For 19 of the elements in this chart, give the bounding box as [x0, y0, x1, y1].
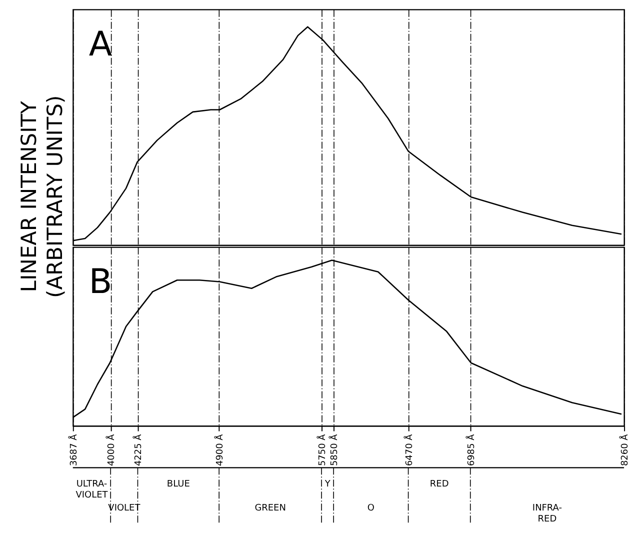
x-tick-label: 4000 Å [105, 433, 118, 466]
text: Y [324, 480, 331, 490]
x-tick-label: 3687 Å [67, 433, 80, 466]
x-tick-label: 4225 Å [132, 433, 144, 466]
x-tick-label: 6985 Å [464, 433, 477, 466]
text: ULTRA-VIOLET [76, 480, 108, 501]
x-tick-label: 5750 Å [316, 433, 328, 466]
text: RED [430, 480, 449, 490]
annotation: B [88, 262, 112, 302]
text: GREEN [254, 504, 286, 514]
x-tick-label: 5850 Å [328, 433, 340, 466]
text: BLUE [166, 480, 190, 490]
text: O [367, 504, 374, 514]
y-axis-title: LINEAR INTENSITY (ARBITRARY UNITS) [16, 95, 67, 298]
x-tick-label: 4900 Å [214, 433, 226, 466]
text: INFRA-RED [532, 504, 562, 525]
annotation: A [88, 24, 112, 64]
x-tick-label: 6470 Å [402, 433, 415, 466]
x-tick-label: 8260 Å [618, 433, 631, 466]
